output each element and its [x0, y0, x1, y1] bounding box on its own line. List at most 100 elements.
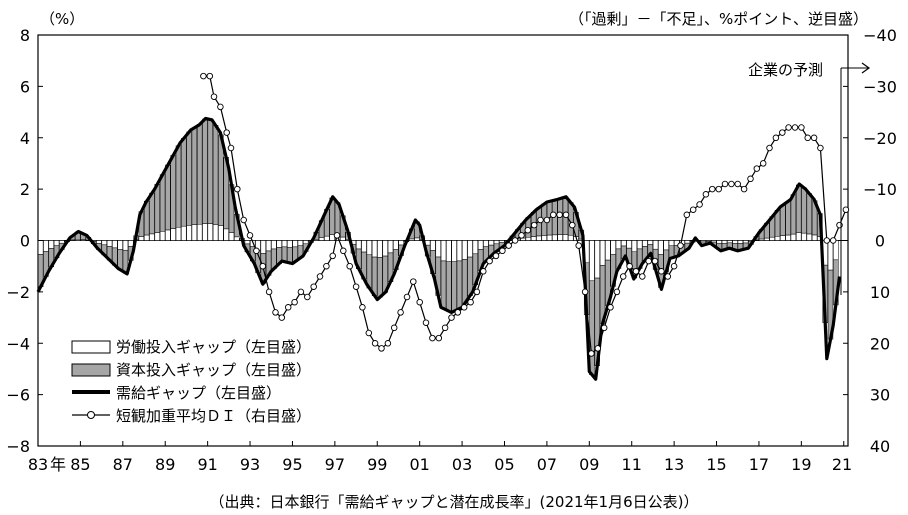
labor-gap-bar	[536, 235, 542, 241]
labor-gap-bar	[684, 240, 691, 244]
tankan-di-point	[422, 319, 430, 326]
capital-gap-bar	[191, 127, 198, 225]
right-tick-label: 10	[870, 283, 890, 302]
tankan-di-point	[246, 232, 254, 239]
tankan-di-point	[645, 257, 652, 265]
x-tick-label: 03	[452, 455, 472, 474]
left-tick-label: 4	[20, 129, 30, 148]
left-tick-label: 2	[20, 180, 30, 199]
labor-gap-bar	[414, 237, 420, 241]
labor-gap-bar	[456, 240, 463, 262]
tankan-di-point	[511, 237, 519, 244]
x-tick-label: 95	[282, 455, 302, 474]
tankan-di-point	[265, 288, 273, 296]
labor-gap-bar	[223, 228, 229, 241]
tankan-di-point	[550, 211, 557, 219]
tankan-di-point	[340, 247, 347, 255]
tankan-di-point	[810, 134, 818, 142]
capital-gap-bar	[154, 184, 160, 233]
tankan-di-point	[823, 237, 831, 244]
x-tick-label: 85	[70, 455, 90, 474]
tankan-di-point	[480, 268, 487, 275]
tankan-di-point	[594, 345, 602, 352]
labor-gap-bar	[212, 224, 219, 241]
labor-gap-bar	[175, 226, 182, 241]
tankan-di-point	[715, 185, 722, 193]
right-unit-label: （「過剰」－「不足」、%ポイント、逆目盛）	[569, 10, 868, 28]
tankan-di-point	[804, 134, 811, 142]
tankan-di-point	[403, 293, 411, 301]
tankan-di-point	[240, 216, 247, 224]
labor-gap-bar	[743, 240, 749, 244]
labor-gap-bar	[393, 240, 399, 250]
labor-gap-bar	[530, 236, 537, 241]
labor-gap-bar	[398, 240, 404, 246]
tankan-di-point	[316, 273, 324, 280]
labor-gap-bar	[303, 240, 309, 245]
tankan-di-point	[323, 262, 330, 270]
labor-gap-bar	[769, 236, 775, 241]
tankan-di-line	[203, 75, 847, 355]
x-tick-label: 93	[240, 455, 260, 474]
labor-gap-bar	[371, 240, 378, 258]
capital-gap-bar	[451, 261, 457, 312]
source-note: （出典：日本銀行「需給ギャップと潜在成長率」(2021年1月6日公表)）	[210, 493, 699, 511]
tankan-di-point	[435, 334, 443, 342]
tankan-di-point	[658, 268, 665, 275]
labor-gap-bar	[53, 240, 60, 246]
tankan-di-point	[272, 309, 279, 316]
labor-gap-bar	[467, 240, 473, 258]
x-tick-label: 97	[325, 455, 345, 474]
tankan-di-point	[259, 262, 267, 270]
tankan-di-point	[639, 273, 646, 280]
legend-label-capital: 資本投入ギャップ（左目盛）	[116, 361, 311, 379]
tankan-di-point	[486, 257, 493, 265]
tankan-di-point	[206, 72, 214, 80]
tankan-di-point	[346, 262, 353, 270]
labor-gap-bar	[541, 235, 547, 241]
tankan-di-point	[378, 345, 385, 352]
labor-gap-bar	[446, 240, 452, 262]
tankan-di-point	[537, 216, 544, 224]
left-tick-label: 8	[20, 26, 30, 45]
tankan-di-point	[842, 206, 850, 213]
labor-gap-bar	[430, 240, 436, 251]
labor-gap-bar	[59, 240, 65, 244]
right-tick-label: 40	[870, 437, 890, 456]
tankan-di-point	[607, 304, 614, 311]
tankan-di-point	[467, 298, 474, 306]
labor-gap-bar	[260, 240, 266, 254]
forecast-label: 企業の予測	[748, 61, 823, 79]
capital-gap-bar	[440, 260, 447, 309]
tankan-di-point	[677, 242, 684, 249]
tankan-di-point	[696, 201, 703, 208]
tankan-di-point	[702, 191, 710, 198]
tankan-di-point	[683, 211, 691, 219]
left-unit-label: （%）	[40, 10, 84, 28]
tankan-di-point	[779, 129, 786, 136]
labor-gap-bar	[472, 240, 479, 255]
labor-gap-bar	[774, 236, 781, 241]
labor-gap-bar	[827, 240, 834, 271]
right-tick-label: 0	[875, 232, 885, 251]
labor-gap-bar	[647, 240, 653, 245]
legend-swatch-labor	[71, 340, 111, 354]
labor-gap-bar	[483, 240, 489, 247]
tankan-di-point	[575, 242, 582, 249]
tankan-di-point	[734, 180, 741, 188]
tankan-di-point	[798, 124, 805, 131]
left-tick-label: 0	[20, 232, 30, 251]
tankan-di-point	[613, 288, 621, 296]
labor-gap-bar	[562, 234, 569, 241]
tankan-di-point	[410, 278, 417, 285]
labor-gap-bar	[721, 240, 728, 244]
labor-gap-bar	[106, 240, 113, 247]
labor-gap-bar	[499, 240, 505, 243]
x-tick-label: 87	[113, 455, 133, 474]
labor-gap-bar	[218, 225, 224, 241]
labor-gap-bar	[43, 240, 49, 252]
right-tick-label: −40	[863, 26, 897, 45]
labor-gap-bar	[48, 240, 54, 249]
output-gap-line	[36, 116, 842, 381]
